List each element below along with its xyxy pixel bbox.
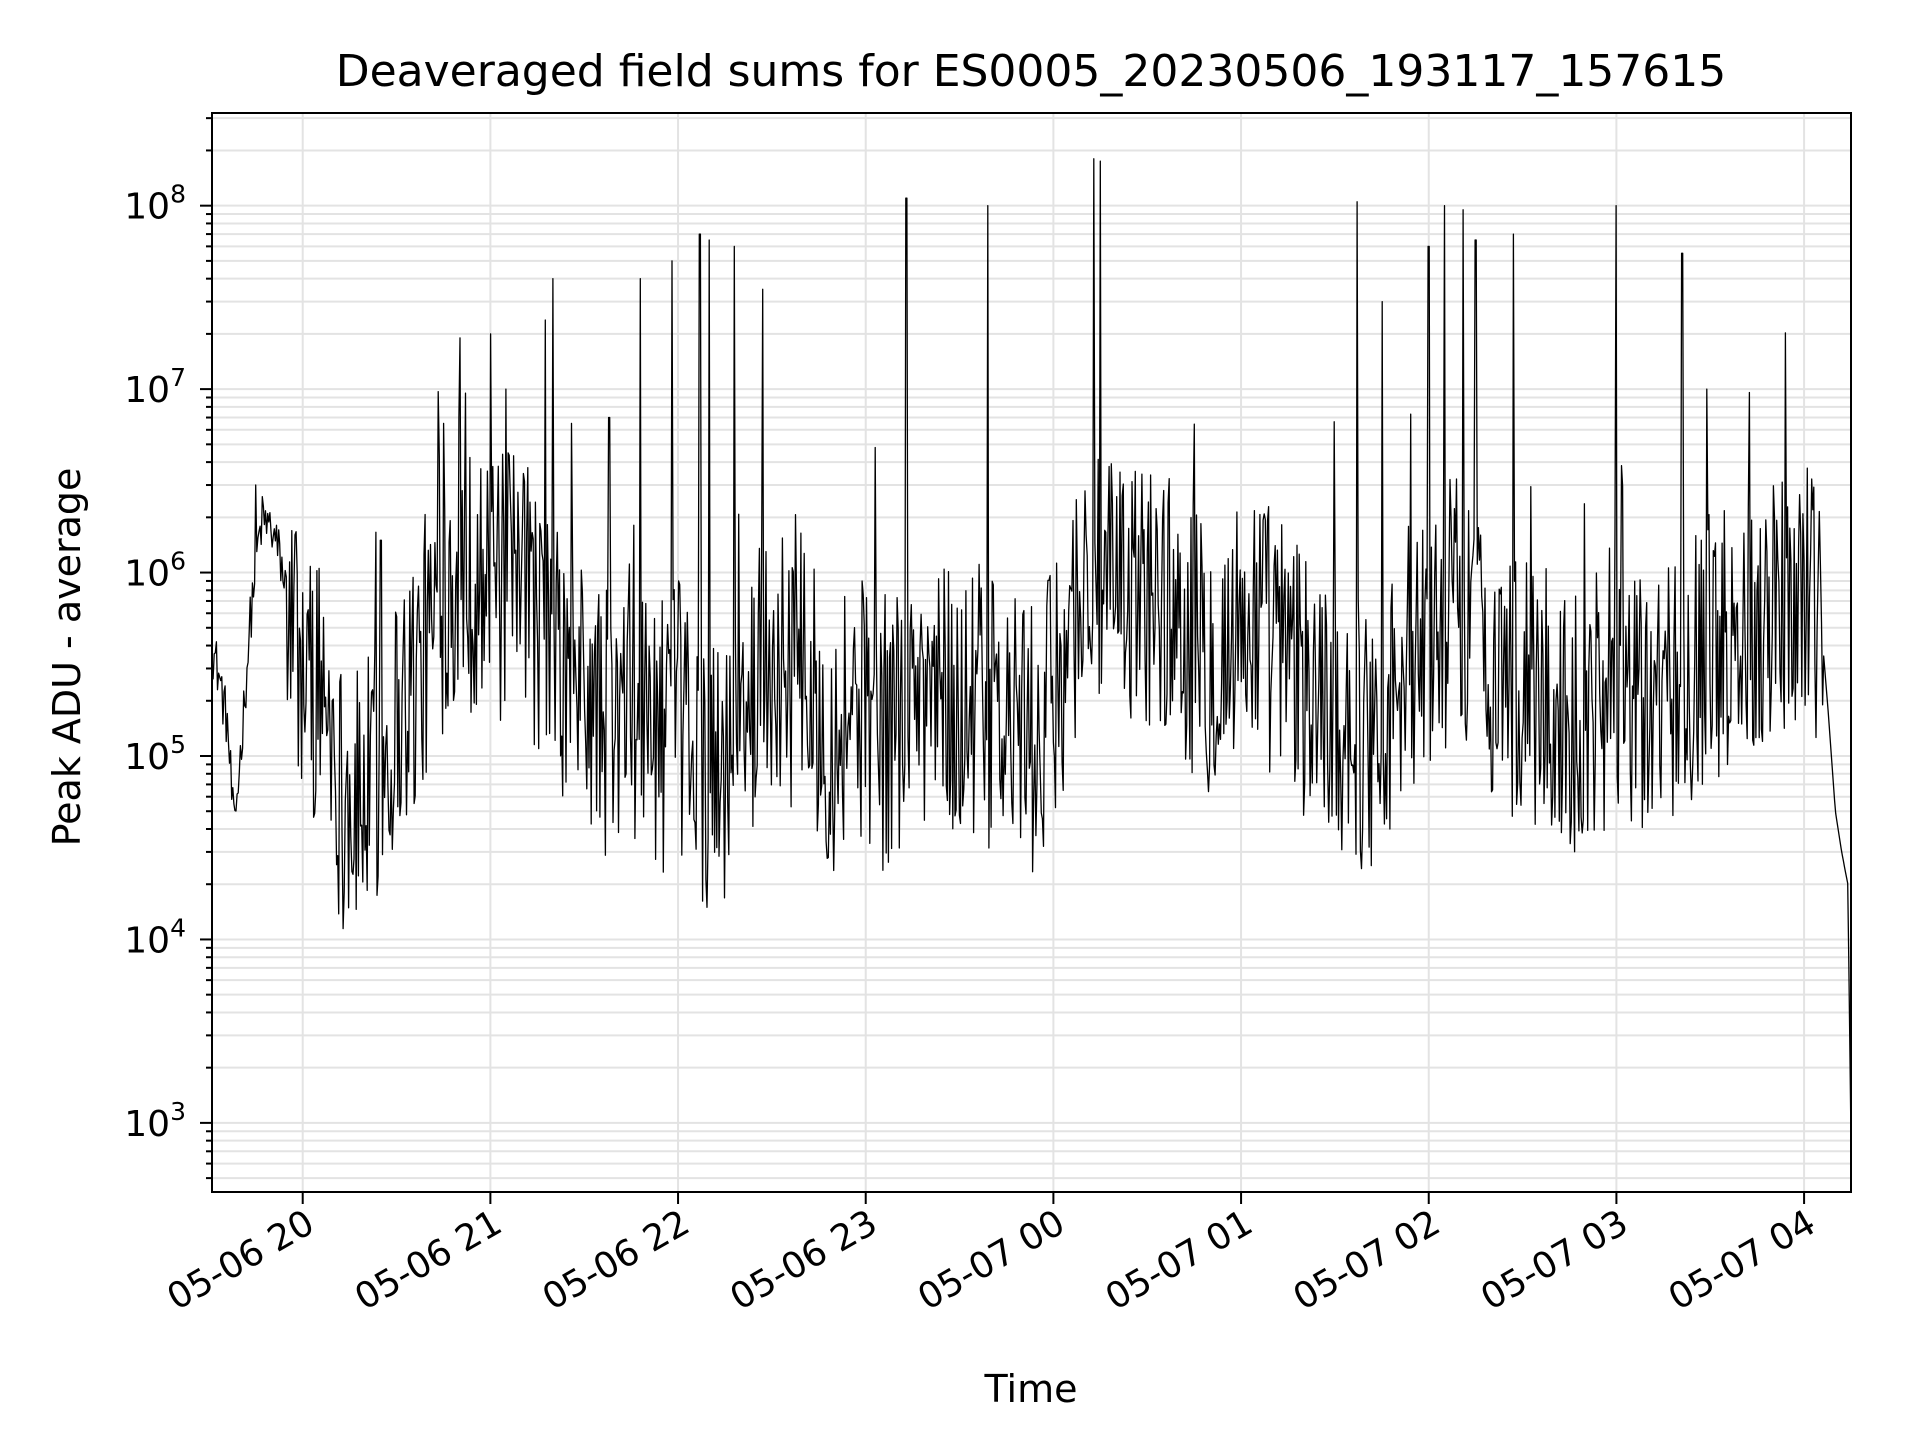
x-axis-label: Time <box>984 1367 1078 1411</box>
y-axis-label: Peak ADU - average <box>45 468 89 847</box>
y-tick-label: 106 <box>124 547 186 595</box>
chart-title: Deaveraged field sums for ES0005_2023050… <box>336 46 1727 97</box>
series-trace <box>211 158 1852 1141</box>
y-tick-label: 103 <box>124 1097 186 1145</box>
y-tick-label: 108 <box>124 180 186 228</box>
y-tick-label: 107 <box>124 363 186 411</box>
y-tick-label: 105 <box>124 730 186 778</box>
y-tick-label: 104 <box>124 913 186 961</box>
plot-frame <box>211 112 1852 1193</box>
series-line <box>211 158 1852 1141</box>
